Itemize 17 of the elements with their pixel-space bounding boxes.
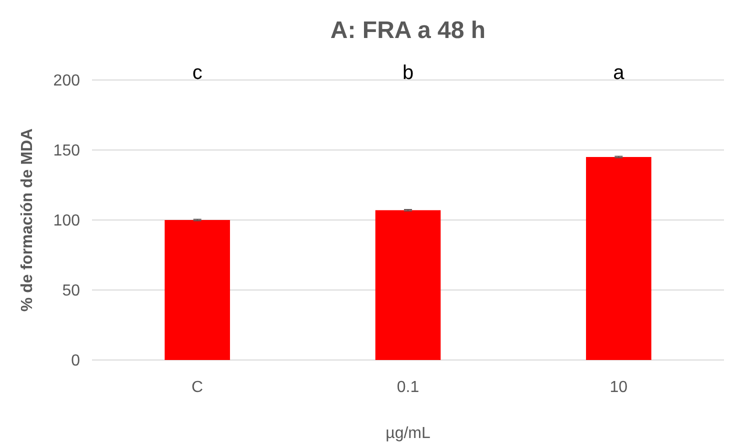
y-tick-label: 100 — [53, 212, 80, 230]
bar — [375, 210, 441, 360]
y-tick-label: 50 — [62, 282, 80, 300]
bar — [586, 157, 652, 360]
y-axis-title: % de formación de MDA — [19, 128, 36, 312]
bar — [164, 220, 230, 360]
y-tick-label: 200 — [53, 72, 80, 90]
x-tick-label: 0.1 — [396, 379, 420, 396]
x-tick-label: 10 — [610, 379, 628, 396]
x-tick-label: C — [192, 379, 204, 396]
y-tick-label: 0 — [71, 352, 80, 370]
y-tick-label: 150 — [53, 142, 80, 160]
x-axis-title: µg/mL — [386, 425, 430, 442]
annotation: b — [402, 62, 414, 84]
chart-title: A: FRA a 48 h — [330, 17, 486, 44]
annotation: c — [192, 62, 202, 84]
annotation: a — [613, 62, 626, 84]
